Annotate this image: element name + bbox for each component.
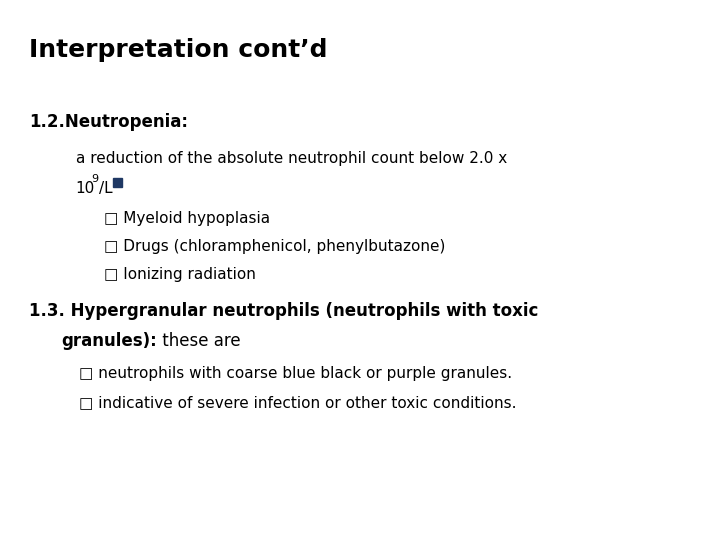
Text: 9: 9 xyxy=(91,174,99,184)
Text: Interpretation cont’d: Interpretation cont’d xyxy=(29,38,328,62)
Text: /L: /L xyxy=(99,181,113,196)
Text: 1.2.Neutropenia:: 1.2.Neutropenia: xyxy=(29,113,188,131)
Text: □ indicative of severe infection or other toxic conditions.: □ indicative of severe infection or othe… xyxy=(79,395,517,410)
Text: □ Myeloid hypoplasia: □ Myeloid hypoplasia xyxy=(104,211,271,226)
Bar xyxy=(114,178,122,187)
Text: 1.3. Hypergranular neutrophils (neutrophils with toxic: 1.3. Hypergranular neutrophils (neutroph… xyxy=(29,302,538,320)
Text: □ Ionizing radiation: □ Ionizing radiation xyxy=(104,267,256,282)
Text: granules):: granules): xyxy=(61,332,157,350)
Text: these are: these are xyxy=(157,332,240,350)
Text: □ neutrophils with coarse blue black or purple granules.: □ neutrophils with coarse blue black or … xyxy=(79,366,513,381)
Text: a reduction of the absolute neutrophil count below 2.0 x: a reduction of the absolute neutrophil c… xyxy=(76,151,507,166)
Text: 10: 10 xyxy=(76,181,95,196)
Text: □ Drugs (chloramphenicol, phenylbutazone): □ Drugs (chloramphenicol, phenylbutazone… xyxy=(104,239,446,254)
